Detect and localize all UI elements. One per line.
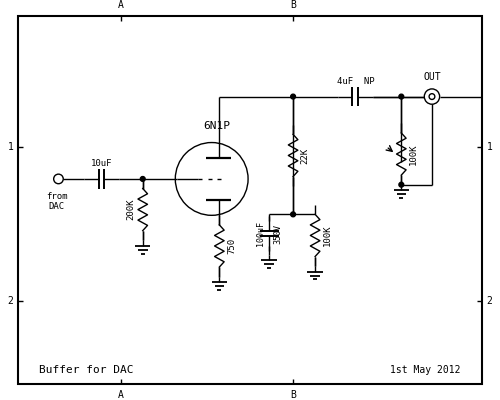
Text: 2: 2	[486, 296, 492, 306]
Circle shape	[140, 176, 145, 181]
Text: from: from	[46, 192, 68, 201]
Text: OUT: OUT	[423, 72, 441, 82]
Text: 350V: 350V	[273, 224, 282, 244]
Text: 100K: 100K	[409, 143, 418, 165]
Circle shape	[399, 94, 404, 99]
Text: Buffer for DAC: Buffer for DAC	[40, 366, 134, 376]
Text: 6N1P: 6N1P	[203, 121, 230, 131]
Circle shape	[290, 212, 296, 217]
Text: 22K: 22K	[301, 148, 310, 164]
Text: 4uF  NP: 4uF NP	[336, 77, 374, 86]
Text: 1: 1	[486, 142, 492, 152]
Text: 750: 750	[227, 238, 236, 254]
Text: B: B	[290, 390, 296, 400]
Text: DAC: DAC	[48, 202, 64, 211]
Text: 100uF: 100uF	[256, 221, 266, 246]
Text: B: B	[290, 0, 296, 10]
Text: 2: 2	[8, 296, 14, 306]
Text: 10uF: 10uF	[91, 159, 112, 168]
Text: 1st May 2012: 1st May 2012	[390, 366, 460, 376]
Text: 100K: 100K	[323, 225, 332, 246]
Text: A: A	[118, 390, 124, 400]
Text: 200K: 200K	[126, 199, 135, 220]
Text: 1: 1	[8, 142, 14, 152]
Text: A: A	[118, 0, 124, 10]
Circle shape	[399, 182, 404, 187]
Circle shape	[290, 94, 296, 99]
